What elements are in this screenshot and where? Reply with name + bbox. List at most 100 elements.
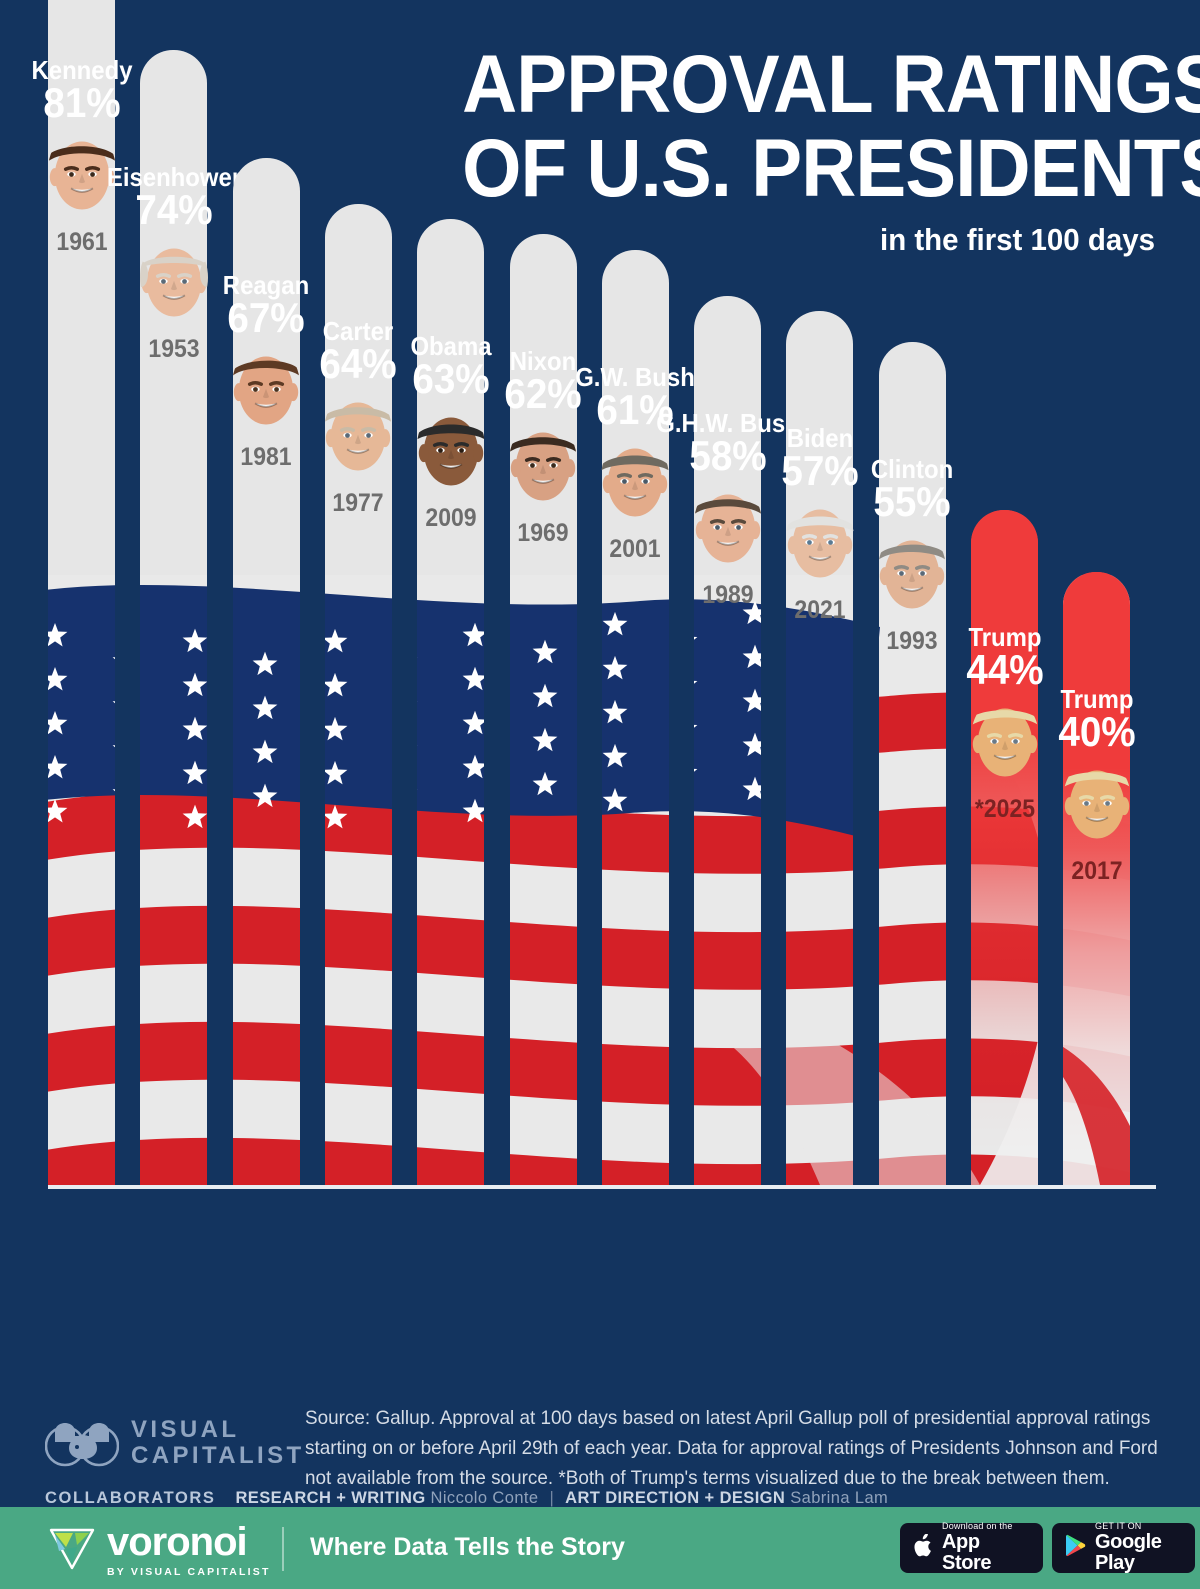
design-role-label: ART DIRECTION + DESIGN — [565, 1489, 786, 1507]
flag-background — [232, 575, 300, 1185]
portrait-kennedy — [47, 129, 116, 212]
highlight-gradient — [971, 510, 1038, 1185]
bar-label-nixon-1969: Nixon 62% — [433, 348, 653, 416]
page-subtitle: in the first 100 days — [880, 221, 1155, 257]
portrait-nixon — [509, 420, 577, 503]
portrait-biden — [785, 497, 854, 580]
highlight-gradient — [1063, 571, 1131, 1185]
approval-percent: 44% — [965, 646, 1044, 694]
flag-background — [786, 575, 854, 1185]
bar-label-trump-2017: Trump 40% — [987, 686, 1200, 754]
approval-percent: 58% — [688, 431, 767, 479]
chart-baseline — [48, 1185, 1156, 1189]
approval-percent: 64% — [319, 339, 398, 387]
bar-label-reagan-1981: Reagan 67% — [156, 272, 376, 340]
approval-percent: 67% — [227, 293, 305, 341]
approval-percent: 40% — [1058, 707, 1136, 755]
design-credit-name: Sabrina Lam — [790, 1489, 889, 1507]
portrait-trump — [1062, 758, 1131, 841]
bar-year-label: 1981 — [240, 442, 292, 471]
bar-label-g-h-w-bush-1989: G.H.W. Bush 58% — [618, 410, 838, 478]
binoculars-icon — [44, 1412, 120, 1475]
bar-label-eisenhower-1953: Eisenhower 74% — [64, 164, 284, 232]
google-play-badge[interactable]: GET IT ON Google Play — [1052, 1521, 1195, 1574]
portrait-g-h-w-bush — [693, 482, 762, 565]
approval-percent: 55% — [873, 477, 951, 525]
collaborators-label: COLLABORATORS — [45, 1489, 216, 1507]
portrait-eisenhower — [139, 236, 208, 319]
voronoi-wordmark: voronoi — [107, 1520, 248, 1564]
president-name: Biden — [786, 423, 854, 453]
title-block: APPROVAL RATINGS OF U.S. PRESIDENTS in t… — [410, 39, 1200, 258]
flag-background — [694, 575, 762, 1185]
voronoi-promo-bar: voronoi BY VISUAL CAPITALIST Where Data … — [0, 1507, 1200, 1589]
vertical-divider — [282, 1527, 284, 1571]
brand-line-2: CAPITALIST — [131, 1442, 305, 1469]
portrait-reagan — [232, 344, 301, 427]
apple-icon — [913, 1532, 933, 1563]
president-name: Eisenhower — [106, 162, 241, 193]
bar-year-label: 2021 — [794, 595, 846, 624]
flag-background — [140, 575, 208, 1185]
portrait-carter — [324, 390, 393, 473]
bar-year-label: 2009 — [425, 503, 477, 532]
flag-background — [48, 575, 115, 1185]
president-name: G.H.W. Bush — [655, 407, 800, 438]
approval-percent: 63% — [412, 355, 490, 402]
president-name: Kennedy — [30, 55, 133, 85]
brand-line-1: VISUAL — [131, 1416, 240, 1444]
president-name: Nixon — [509, 346, 577, 377]
portrait-obama — [416, 405, 485, 488]
research-role-label: RESEARCH + WRITING — [235, 1489, 426, 1507]
voronoi-tagline: Where Data Tells the Story — [310, 1533, 625, 1561]
google-play-badge-top: GET IT ON — [1095, 1521, 1142, 1532]
bar-trump-2025 — [971, 510, 1038, 1185]
bar-label-carter-1977: Carter 64% — [248, 318, 468, 386]
voronoi-logo[interactable]: voronoi BY VISUAL CAPITALIST — [46, 1520, 271, 1578]
bar-year-label: 1961 — [55, 227, 108, 256]
app-store-badge-main: App Store — [942, 1530, 992, 1574]
visual-capitalist-logo: VISUAL CAPITALIST — [44, 1405, 301, 1481]
approval-percent: 62% — [504, 370, 582, 418]
president-name: Obama — [410, 331, 492, 361]
portrait-g-w-bush — [601, 436, 670, 519]
collaborators-line: COLLABORATORS RESEARCH + WRITING Niccolo… — [45, 1489, 888, 1508]
portrait-trump — [970, 696, 1039, 779]
bar-chart: Kennedy 81% 1961 — [0, 0, 1200, 1189]
bar-year-label: 2017 — [1071, 856, 1123, 885]
bar-label-obama-2009: Obama 63% — [341, 333, 561, 401]
app-store-badge[interactable]: Download on the App Store — [900, 1521, 1043, 1574]
bar-year-label: 2001 — [609, 534, 661, 563]
google-play-icon — [1065, 1534, 1086, 1562]
flag-background — [417, 575, 485, 1185]
credit-separator: | — [549, 1489, 555, 1507]
president-name: Trump — [967, 622, 1042, 653]
president-name: Trump — [1060, 683, 1134, 714]
president-name: Reagan — [222, 269, 310, 300]
app-store-badge-top: Download on the — [942, 1521, 1013, 1532]
research-credit-name: Niccolo Conte — [430, 1489, 539, 1507]
voronoi-tagline-sub: BY VISUAL CAPITALIST — [107, 1566, 271, 1578]
footer: VISUAL CAPITALIST Source: Gallup. Approv… — [0, 1389, 1200, 1507]
bar-label-clinton-1993: Clinton 55% — [802, 456, 1022, 524]
source-note: Source: Gallup. Approval at 100 days bas… — [305, 1407, 1158, 1490]
flag-background — [601, 575, 669, 1185]
bar-label-g-w-bush-2001: G.W. Bush 61% — [525, 364, 745, 432]
portrait-clinton — [878, 528, 947, 611]
bar-year-label: 1993 — [886, 626, 938, 655]
approval-percent: 81% — [42, 79, 121, 126]
page-title-line-2: OF U.S. PRESIDENTS — [462, 122, 1200, 214]
flag-background — [509, 575, 577, 1185]
bar-year-label: 1977 — [332, 488, 384, 517]
bar-label-trump-2025: Trump 44% — [895, 624, 1115, 692]
page-title-line-1: APPROVAL RATINGS — [462, 39, 1200, 130]
president-name: Clinton — [871, 453, 954, 484]
president-name: G.W. Bush — [575, 361, 696, 392]
visual-capitalist-wordmark: VISUAL CAPITALIST — [131, 1417, 305, 1469]
bar-label-kennedy-1961: Kennedy 81% — [0, 57, 192, 125]
google-play-badge-main: Google Play — [1095, 1530, 1162, 1574]
bar-year-label: 1989 — [702, 580, 754, 609]
voronoi-mark-icon — [46, 1521, 98, 1578]
bar-year-label: *2025 — [974, 795, 1035, 824]
